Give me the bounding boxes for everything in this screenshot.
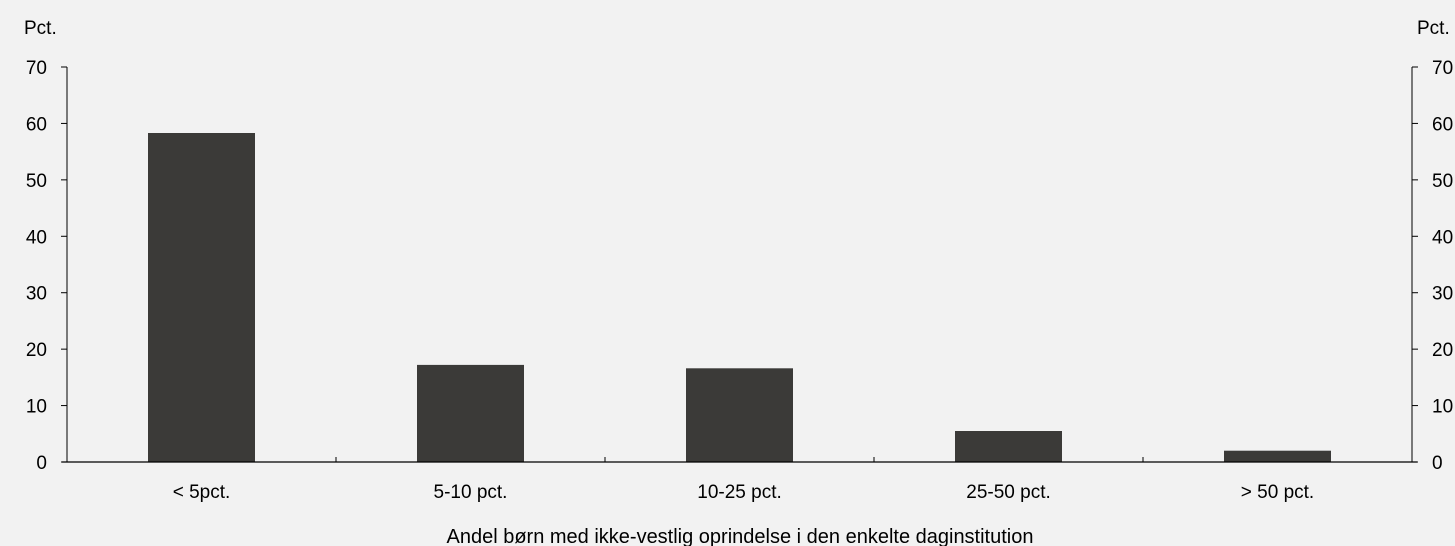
right-y-tick-label: 20 — [1432, 340, 1453, 361]
bar — [686, 368, 793, 462]
bars-group — [148, 133, 1331, 462]
right-y-tick-label: 10 — [1432, 397, 1453, 418]
right-y-tick-label: 0 — [1432, 453, 1443, 474]
x-category-label: < 5pct. — [173, 482, 231, 503]
left-y-tick-label: 0 — [36, 453, 47, 474]
bar — [417, 364, 524, 462]
left-y-tick-label: 10 — [26, 397, 47, 418]
x-category-label: 10-25 pct. — [697, 482, 782, 503]
left-y-tick-label: 40 — [26, 227, 47, 248]
right-y-tick-label: 70 — [1432, 58, 1453, 79]
left-axis-unit-label: Pct. — [24, 18, 57, 39]
labels-group: 0 0 10 10 20 20 30 30 40 40 50 50 60 60 70 70 < 5pct. 5-1… — [26, 58, 1453, 503]
left-y-tick-label: 60 — [26, 114, 47, 135]
right-y-tick-label: 40 — [1432, 227, 1453, 248]
x-category-label: 5-10 pct. — [434, 482, 508, 503]
x-category-label: > 50 pct. — [1241, 482, 1314, 503]
left-y-tick-label: 70 — [26, 58, 47, 79]
axes-group — [61, 66, 1418, 463]
right-axis-unit-label: Pct. — [1417, 18, 1450, 39]
bar — [148, 133, 255, 462]
right-y-tick-label: 50 — [1432, 171, 1453, 192]
bar — [955, 431, 1062, 462]
left-y-tick-label: 50 — [26, 171, 47, 192]
left-y-tick-label: 20 — [26, 340, 47, 361]
x-axis-title: Andel børn med ikke-vestlig oprindelse i… — [446, 526, 1033, 546]
right-y-tick-label: 30 — [1432, 284, 1453, 305]
right-y-tick-label: 60 — [1432, 114, 1453, 135]
bar — [1224, 450, 1331, 462]
left-y-tick-label: 30 — [26, 284, 47, 305]
x-category-label: 25-50 pct. — [966, 482, 1051, 503]
